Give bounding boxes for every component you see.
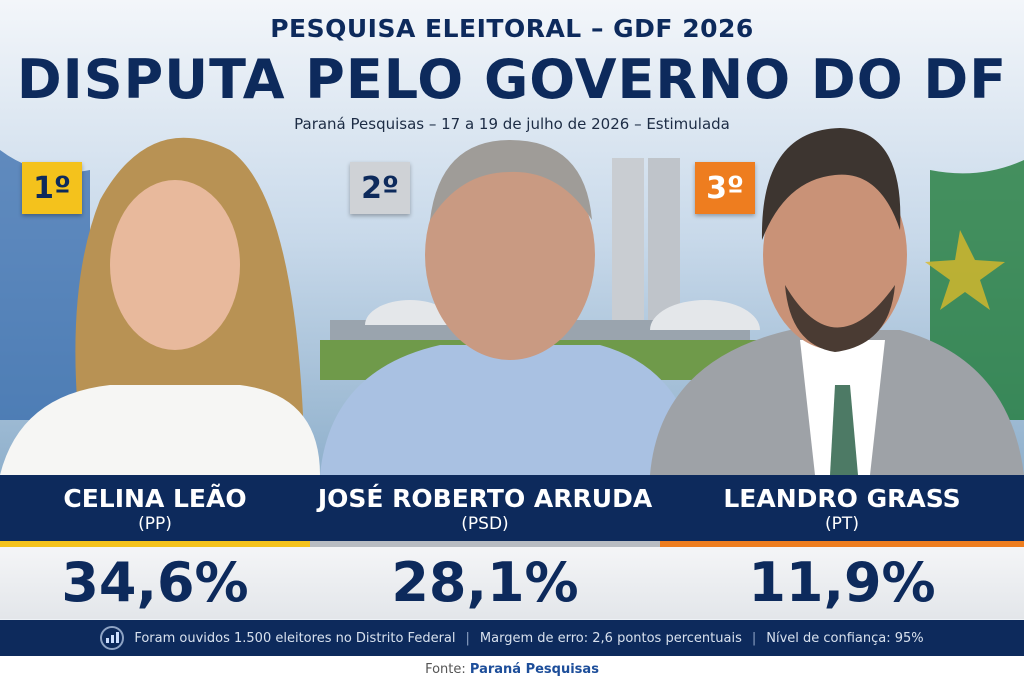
- subtitle: Paraná Pesquisas – 17 a 19 de julho de 2…: [294, 115, 730, 133]
- note: Margem de erro: 2,6 pontos percentuais: [479, 630, 742, 646]
- methodology-bar: Foram ouvidos 1.500 eleitores no Distrit…: [0, 620, 1024, 656]
- separator: |: [751, 630, 757, 646]
- source-name: Paraná Pesquisas: [469, 662, 599, 677]
- candidate-name: LEANDRO GRASS: [723, 484, 961, 513]
- rank-badge: 3º: [695, 162, 755, 214]
- candidate-party: (PP): [138, 514, 172, 534]
- name-panel: CELINA LEÃO (PP): [0, 475, 311, 541]
- accent-bar: [0, 541, 310, 547]
- result: 28,1%: [310, 547, 661, 619]
- candidate-party: (PSD): [461, 514, 509, 534]
- rank-badge: 1º: [22, 162, 82, 214]
- result: 34,6%: [0, 547, 311, 619]
- name-panel: LEANDRO GRASS (PT): [660, 475, 1024, 541]
- candidate-party: (PT): [825, 514, 859, 534]
- note: Foram ouvidos 1.500 eleitores no Distrit…: [134, 630, 456, 646]
- candidate-name: JOSÉ ROBERTO ARRUDA: [317, 484, 653, 513]
- chart-icon: [100, 626, 125, 650]
- rank-badge: 2º: [350, 162, 410, 214]
- separator: |: [465, 630, 470, 646]
- source: Fonte: Paraná Pesquisas: [0, 656, 1024, 683]
- accent-bar: [310, 541, 660, 547]
- source-label: Fonte:: [425, 662, 466, 677]
- name-panel: JOSÉ ROBERTO ARRUDA (PSD): [310, 475, 661, 541]
- title: DISPUTA PELO GOVERNO DO DF: [16, 48, 1008, 111]
- result: 11,9%: [660, 547, 1024, 619]
- photo-background: [0, 0, 1024, 475]
- candidate-name: CELINA LEÃO: [63, 484, 247, 513]
- accent-bar: [660, 541, 1024, 547]
- kicker: PESQUISA ELEITORAL – GDF 2026: [270, 14, 754, 43]
- note: Nível de confiança: 95%: [766, 630, 924, 646]
